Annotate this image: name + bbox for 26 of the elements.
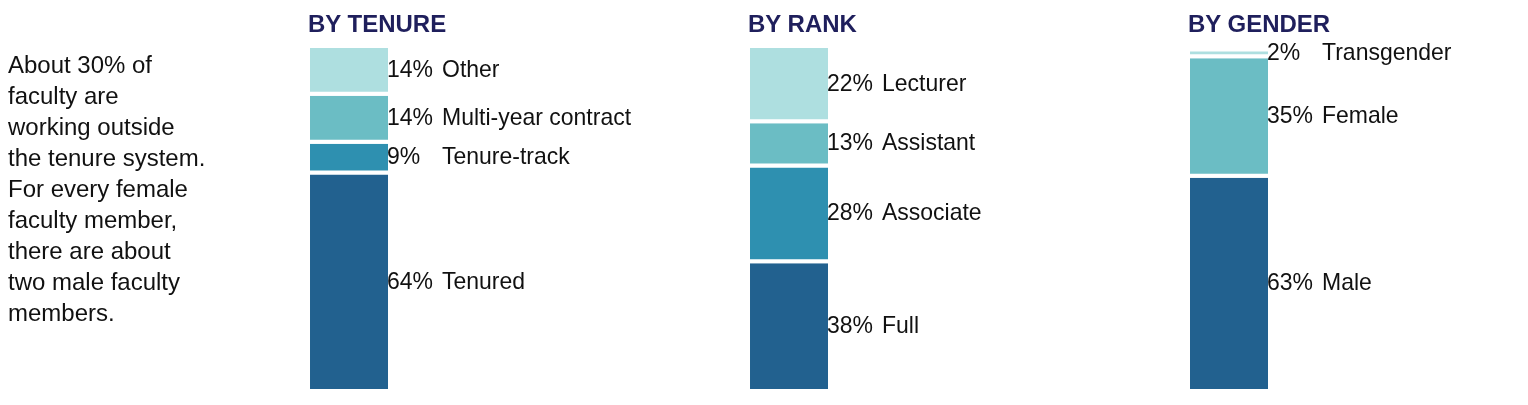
text: Lecturer xyxy=(882,69,967,96)
text: Tenure-track xyxy=(442,143,571,170)
x-tick-label: BY RANK xyxy=(748,9,858,37)
data-label: 22% xyxy=(827,69,874,96)
x-tick-label: BY GENDER xyxy=(1188,9,1331,37)
data-label: 14% xyxy=(387,103,434,130)
data-label: 14% xyxy=(387,55,434,82)
data-label: 13% xyxy=(827,129,874,156)
x-tick-label: BY TENURE xyxy=(308,9,447,37)
text: About 30% of faculty are working outside the tenure system. For every female faculty member, there are about two male faculty members. xyxy=(8,51,206,326)
text: Female xyxy=(1322,102,1399,129)
text: Multi-year contract xyxy=(442,103,632,130)
data-label: 63% xyxy=(1267,269,1314,296)
data-label: 38% xyxy=(827,312,874,339)
text: Assistant xyxy=(882,129,976,156)
data-label: 2% xyxy=(1267,38,1301,65)
data-label: 64% xyxy=(387,267,434,294)
data-label: 35% xyxy=(1267,102,1314,129)
text: Associate xyxy=(882,199,982,226)
data-label: 28% xyxy=(827,199,874,226)
text: Full xyxy=(882,312,920,339)
text: Tenured xyxy=(442,267,526,294)
text: Transgender xyxy=(1322,38,1452,65)
data-label: 9% xyxy=(387,143,421,170)
text: Male xyxy=(1322,269,1372,296)
text: Other xyxy=(442,55,500,82)
